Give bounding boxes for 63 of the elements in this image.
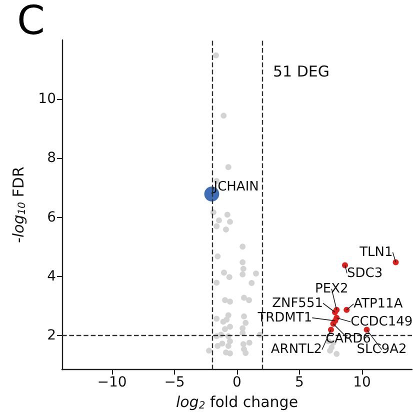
- annotation: TRDMT1: [256, 310, 312, 326]
- annotation: 51 DEG: [273, 62, 330, 80]
- point: [328, 326, 334, 333]
- point: [240, 341, 246, 348]
- point: [227, 350, 233, 356]
- point: [213, 52, 219, 58]
- annotation: SDC3: [347, 266, 383, 281]
- x-tick-label: 0: [232, 374, 242, 391]
- point: [241, 313, 247, 320]
- point: [227, 218, 233, 225]
- point: [219, 340, 226, 347]
- point: [227, 324, 233, 330]
- point: [220, 112, 227, 119]
- point: [222, 326, 228, 332]
- point: [240, 244, 246, 250]
- y-tick-label: 10: [38, 91, 56, 108]
- point: [221, 270, 227, 276]
- annotation: JCHAIN: [212, 180, 259, 195]
- annotation: ATP11A: [354, 296, 403, 312]
- point: [246, 340, 252, 346]
- point: [344, 306, 350, 313]
- point: [240, 266, 246, 272]
- chart-title: C: [17, 0, 45, 44]
- point: [242, 350, 249, 356]
- point: [334, 350, 340, 357]
- annotation: ARNTL2: [270, 342, 322, 358]
- annotation: PEX2: [315, 281, 348, 296]
- point: [240, 259, 246, 266]
- point: [225, 342, 232, 349]
- point: [226, 274, 232, 280]
- point: [227, 338, 233, 344]
- point: [214, 223, 220, 230]
- point: [224, 316, 230, 323]
- point: [224, 212, 230, 218]
- y-tick-label: 4: [47, 268, 56, 284]
- x-tick-label: −10: [97, 374, 127, 391]
- x-tick-label: −5: [164, 374, 185, 391]
- point: [225, 164, 232, 170]
- point: [206, 348, 212, 354]
- point: [240, 271, 246, 278]
- point: [214, 342, 221, 349]
- y-axis-title: -log10 FDR: [9, 166, 28, 243]
- point: [216, 217, 222, 224]
- y-tick-label: 2: [47, 328, 56, 344]
- x-tick-label: 5: [295, 374, 304, 391]
- y-tick-label: 8: [47, 150, 56, 166]
- point: [248, 280, 255, 286]
- x-tick-label: 10: [353, 374, 371, 391]
- point: [222, 297, 228, 304]
- point: [214, 253, 221, 260]
- annotation: CCDC149: [350, 314, 413, 330]
- point: [242, 320, 249, 326]
- point: [241, 294, 247, 301]
- point: [327, 348, 333, 354]
- point: [227, 298, 233, 305]
- annotation: TLN1: [358, 244, 393, 260]
- point: [214, 316, 220, 322]
- annotation: ZNF551: [272, 296, 323, 311]
- point: [223, 226, 229, 232]
- point: [253, 270, 259, 277]
- y-tick-label: 6: [47, 209, 56, 226]
- point: [214, 280, 220, 286]
- point: [246, 297, 252, 304]
